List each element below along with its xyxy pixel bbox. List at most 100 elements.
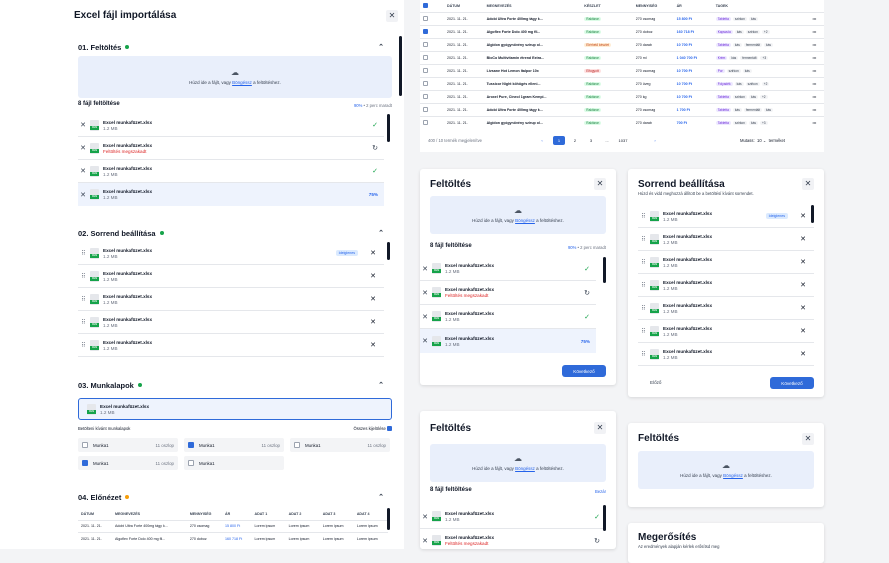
remove-icon[interactable]: ✕	[370, 273, 376, 280]
upload-section-header[interactable]: 01. Feltöltés ⌃	[78, 40, 392, 54]
sheet-option[interactable]: Munka1 11 oszlop	[184, 438, 284, 452]
scrollbar[interactable]	[387, 508, 390, 530]
table-row[interactable]: 2021. 11. 21. Adobi Ultra Forte 400mg tá…	[420, 102, 824, 116]
dropzone[interactable]: ☁ Húzd ide a fájlt, vagy Böngéssz a felt…	[430, 444, 606, 482]
page-button[interactable]: 2	[573, 138, 577, 143]
more-icon[interactable]: •••	[809, 11, 824, 25]
drag-handle-icon[interactable]: ⠿	[641, 328, 645, 335]
scrollbar[interactable]	[387, 242, 390, 260]
remove-icon[interactable]: ✕	[370, 250, 376, 257]
remove-icon[interactable]: ✕	[422, 537, 428, 545]
drag-handle-icon[interactable]: ⠿	[81, 273, 85, 280]
more-icon[interactable]: •••	[809, 89, 824, 103]
dropzone[interactable]: ☁ Húzd ide a fájlt, vagy Böngéssz a felt…	[78, 56, 392, 98]
page-button[interactable]: 1037	[618, 138, 628, 143]
per-page[interactable]: Mutass: 10 ⌄ terméket	[740, 138, 785, 143]
sheet-option[interactable]: Munka1	[184, 456, 284, 470]
back-button[interactable]: Előző	[650, 380, 662, 385]
remove-icon[interactable]: ✕	[80, 191, 86, 199]
retry-icon[interactable]: ↻	[594, 537, 600, 545]
close-button[interactable]: ✕	[802, 433, 814, 445]
more-icon[interactable]: •••	[809, 50, 824, 64]
column-header[interactable]: MEGNEVEZÉS	[115, 511, 140, 516]
close-button[interactable]: ✕	[802, 178, 814, 190]
drag-handle-icon[interactable]: ⠿	[81, 296, 85, 303]
row-checkbox[interactable]	[423, 68, 428, 73]
prev-page-icon[interactable]: ‹	[541, 138, 543, 143]
drag-handle-icon[interactable]: ⠿	[641, 351, 645, 358]
more-icon[interactable]: •••	[809, 102, 824, 116]
modal-close-button[interactable]: ✕	[386, 10, 398, 22]
browse-link[interactable]: Böngéssz	[723, 473, 743, 478]
column-header[interactable]: DÁTUM	[81, 511, 94, 516]
sheet-checkbox[interactable]	[82, 442, 88, 448]
table-row[interactable]: 2021. 11. 21. Algoflex Forte Dolo 400 mg…	[420, 24, 824, 38]
select-all-checkbox[interactable]	[387, 426, 392, 432]
chevron-up-icon[interactable]: ⌃	[378, 494, 384, 501]
drag-handle-icon[interactable]: ⠿	[81, 342, 85, 349]
column-header[interactable]: DÁTUM	[447, 3, 460, 8]
table-row[interactable]: 2021. 11. 21. Livsane Hot Lemon Italpor …	[420, 63, 824, 77]
table-row[interactable]: 2021. 11. 21. Adobi Ultra Forte 400mg tá…	[420, 11, 824, 25]
more-icon[interactable]: •••	[809, 24, 824, 38]
drag-handle-icon[interactable]: ⠿	[641, 213, 645, 220]
row-checkbox[interactable]	[423, 42, 428, 47]
column-header[interactable]: MEGNEVEZÉS	[486, 3, 512, 8]
scrollbar[interactable]	[811, 205, 814, 223]
column-header[interactable]: ADAT 3	[322, 511, 336, 516]
remove-icon[interactable]: ✕	[422, 265, 428, 273]
column-header[interactable]: KÉSZLET	[584, 3, 601, 8]
column-header[interactable]: ADAT 2	[288, 511, 302, 516]
drag-handle-icon[interactable]: ⠿	[81, 319, 85, 326]
drag-handle-icon[interactable]: ⠿	[641, 259, 645, 266]
scrollbar[interactable]	[603, 257, 606, 283]
page-button[interactable]: 3	[589, 138, 593, 143]
select-all-checkbox[interactable]	[423, 3, 428, 9]
table-row[interactable]: 2021. 11. 21. Algidon gyógynövény szirup…	[420, 37, 824, 51]
sheet-option[interactable]: Munka1 11 oszlop	[78, 456, 178, 470]
remove-icon[interactable]: ✕	[370, 319, 376, 326]
page-button[interactable]: ...	[605, 138, 609, 143]
scrollbar[interactable]	[387, 114, 390, 142]
chevron-up-icon[interactable]: ⌃	[378, 44, 384, 51]
browse-link[interactable]: Böngéssz	[232, 80, 252, 85]
row-checkbox[interactable]	[423, 94, 428, 99]
table-row[interactable]: 2021. 11. 21. Algidon gyógynövény szirup…	[420, 115, 824, 129]
row-checkbox[interactable]	[423, 107, 428, 112]
order-section-header[interactable]: 02. Sorrend beállítása ⌃	[78, 226, 392, 240]
remove-icon[interactable]: ✕	[800, 328, 806, 335]
drag-handle-icon[interactable]: ⠿	[81, 250, 85, 257]
retry-icon[interactable]: ↻	[584, 289, 590, 297]
cancel-link[interactable]: Bezár	[595, 489, 606, 494]
table-row[interactable]: 2021. 11. 21. Tussicor Night köhögés ell…	[420, 76, 824, 90]
more-icon[interactable]: •••	[809, 115, 824, 129]
table-row[interactable]: 2021. 11. 21. Aroxel Pure, Cineol 1gram …	[420, 89, 824, 103]
chevron-up-icon[interactable]: ⌃	[378, 230, 384, 237]
next-button[interactable]: Következő	[770, 377, 814, 389]
column-header[interactable]: MENNYISÉG	[635, 3, 658, 8]
modal-scrollbar[interactable]	[399, 36, 402, 96]
remove-icon[interactable]: ✕	[370, 296, 376, 303]
remove-icon[interactable]: ✕	[800, 259, 806, 266]
more-icon[interactable]: •••	[809, 76, 824, 90]
remove-icon[interactable]: ✕	[80, 122, 86, 129]
scrollbar[interactable]	[603, 505, 606, 531]
remove-icon[interactable]: ✕	[422, 513, 428, 521]
close-button[interactable]: ✕	[594, 178, 606, 190]
remove-icon[interactable]: ✕	[800, 236, 806, 243]
close-button[interactable]: ✕	[594, 422, 606, 434]
select-all[interactable]: Összes kijelölése	[353, 426, 392, 432]
sheet-option[interactable]: Munka1 11 oszlop	[290, 438, 390, 452]
remove-icon[interactable]: ✕	[800, 351, 806, 358]
column-header[interactable]: ÁR	[676, 3, 682, 8]
remove-icon[interactable]: ✕	[80, 168, 86, 175]
